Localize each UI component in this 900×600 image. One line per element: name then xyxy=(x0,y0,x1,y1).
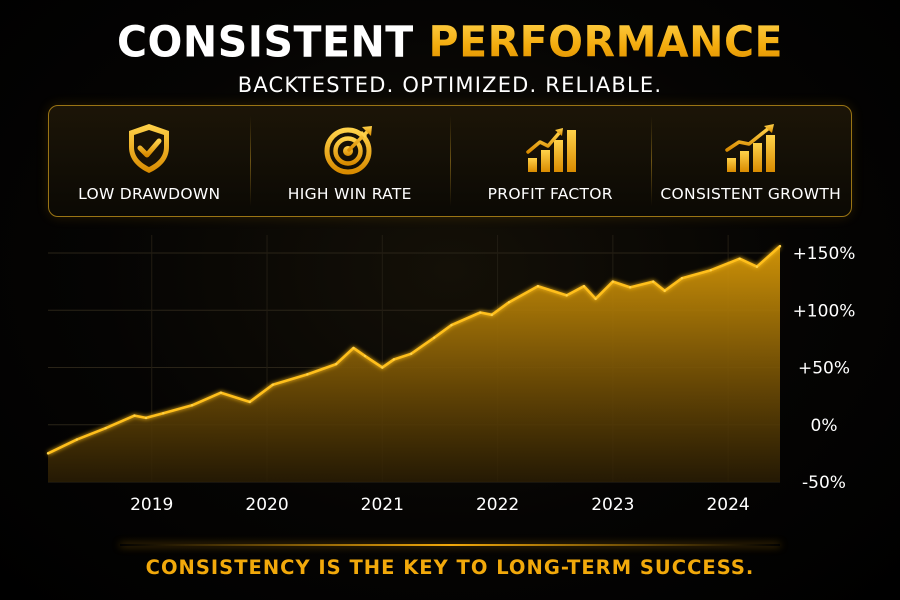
x-tick-label: 2023 xyxy=(591,495,634,515)
shield-check-icon xyxy=(129,124,170,173)
feature-label: PROFIT FACTOR xyxy=(487,185,613,203)
data-point xyxy=(738,257,741,260)
data-point xyxy=(594,297,597,300)
data-point xyxy=(490,313,494,317)
data-point xyxy=(409,352,413,355)
data-point xyxy=(432,336,436,339)
y-tick-label: +50% xyxy=(798,359,850,379)
footer-divider xyxy=(120,544,780,546)
data-point xyxy=(479,311,482,314)
data-point xyxy=(133,414,136,417)
data-point xyxy=(565,294,568,297)
data-point xyxy=(334,362,338,366)
y-tick-label: -50% xyxy=(802,473,846,493)
data-point xyxy=(381,366,384,369)
data-point xyxy=(46,452,50,455)
feature-profit-factor: PROFIT FACTOR xyxy=(450,106,651,216)
data-point xyxy=(536,285,540,288)
page-title: CONSISTENT PERFORMANCE xyxy=(0,13,900,72)
y-tick-label: 0% xyxy=(811,416,838,436)
data-point xyxy=(219,391,223,394)
feature-label: LOW DRAWDOWN xyxy=(78,185,221,203)
target-arrow-icon xyxy=(324,126,372,175)
title-part-gold: PERFORMANCE xyxy=(428,16,784,68)
data-point xyxy=(651,280,655,283)
data-point xyxy=(248,400,251,404)
area-fill xyxy=(48,246,780,482)
data-point xyxy=(392,358,396,361)
x-tick-label: 2020 xyxy=(245,495,288,515)
data-point xyxy=(363,354,367,358)
data-point xyxy=(271,383,274,386)
data-point xyxy=(680,276,684,280)
data-point xyxy=(507,301,511,304)
data-points xyxy=(46,244,782,455)
y-tick-label: +100% xyxy=(793,301,856,321)
data-point xyxy=(162,412,165,415)
y-tick-label: +150% xyxy=(793,244,856,264)
subtitle: BACKTESTED. OPTIMIZED. RELIABLE. xyxy=(237,73,663,97)
data-point xyxy=(755,265,759,268)
data-point xyxy=(611,280,615,283)
data-point xyxy=(582,285,586,288)
x-tick-label: 2024 xyxy=(706,495,749,515)
features-panel: LOW DRAWDOWN HIGH WIN RATE PROFIT FACTOR xyxy=(48,105,852,217)
x-tick-label: 2019 xyxy=(130,495,173,515)
data-point xyxy=(190,404,194,407)
x-tick-label: 2021 xyxy=(361,495,404,515)
data-point xyxy=(709,268,713,272)
feature-label: CONSISTENT GROWTH xyxy=(660,185,842,203)
data-point xyxy=(75,438,79,441)
data-point xyxy=(104,426,107,430)
data-point xyxy=(352,346,355,350)
feature-consistent-growth: CONSISTENT GROWTH xyxy=(650,106,852,216)
title-part-white: CONSISTENT xyxy=(116,16,414,68)
data-point xyxy=(778,244,782,248)
data-point xyxy=(306,373,309,376)
feature-label: HIGH WIN RATE xyxy=(287,185,412,203)
x-tick-label: 2022 xyxy=(476,495,519,515)
data-point xyxy=(663,289,666,292)
x-axis-ticks: 2019 2020 2021 2022 2023 2024 xyxy=(130,495,750,515)
feature-high-win-rate: HIGH WIN RATE xyxy=(249,106,451,216)
bar-chart-up-icon xyxy=(526,128,577,172)
data-point xyxy=(450,323,453,327)
data-point xyxy=(628,286,632,289)
y-axis-ticks: +150% +100% +50% 0% -50% xyxy=(793,244,856,493)
bar-chart-growth-icon xyxy=(725,124,775,172)
feature-low-drawdown: LOW DRAWDOWN xyxy=(49,106,250,216)
data-point xyxy=(144,416,148,420)
footer-tagline: CONSISTENCY IS THE KEY TO LONG-TERM SUCC… xyxy=(145,556,755,579)
